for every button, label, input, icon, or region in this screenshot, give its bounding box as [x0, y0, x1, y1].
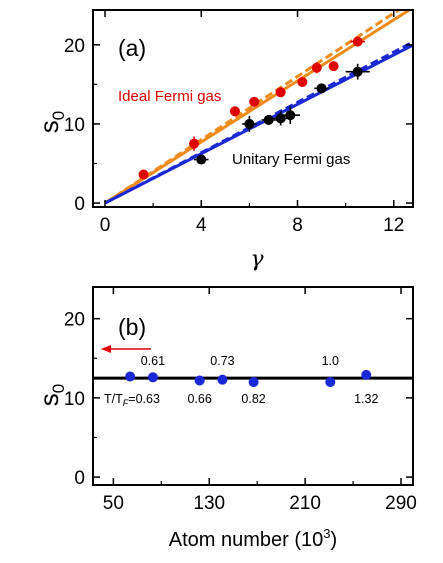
- y-axis-title-main: s: [34, 393, 64, 406]
- x-tick-label: 290: [385, 493, 417, 514]
- y-axis-title: s0: [34, 384, 68, 406]
- data-point: [352, 66, 363, 77]
- data-point: [229, 106, 240, 117]
- y-tick-label: 20: [64, 310, 85, 331]
- fit-line-1: [104, 10, 402, 205]
- x-axis-title: Atom number (103): [169, 526, 337, 551]
- data-point: [352, 36, 363, 47]
- x-tick-label: 50: [103, 493, 124, 514]
- temperature-label-prefixed: T/TF=0.63: [104, 392, 160, 408]
- y-axis-title: s0: [34, 111, 68, 133]
- data-point: [263, 114, 274, 125]
- data-point: [189, 138, 200, 149]
- x-tick-label: 8: [292, 215, 303, 236]
- temperature-label: 0.73: [210, 354, 234, 368]
- data-point: [297, 76, 308, 87]
- y-axis-title-sub: 0: [49, 111, 68, 120]
- data-point: [138, 169, 149, 180]
- data-point: [194, 375, 205, 386]
- data-point: [125, 371, 136, 382]
- series-atom-number: [125, 369, 372, 388]
- temperature-prefix-eq: =: [128, 392, 135, 406]
- temperature-label: 0.66: [187, 392, 211, 406]
- data-point: [285, 110, 296, 121]
- panel-label: (a): [118, 35, 146, 61]
- plot-frame: [92, 9, 414, 208]
- x-axis-title-end: ): [331, 529, 338, 551]
- data-point: [244, 118, 255, 129]
- plot-frame: [92, 286, 414, 486]
- x-tick-label: 4: [196, 215, 207, 236]
- y-tick-label: 10: [64, 115, 85, 136]
- data-point: [325, 377, 336, 388]
- x-tick-label: 12: [383, 215, 404, 236]
- y-axis-title-sub: 0: [49, 384, 68, 393]
- data-point: [248, 377, 259, 388]
- arrow-left-icon: [101, 345, 151, 353]
- temperature-label: 0.61: [141, 354, 165, 368]
- y-tick-label: 0: [74, 194, 85, 215]
- temperature-prefix: T/T: [104, 392, 123, 406]
- arrow-head: [101, 345, 111, 353]
- annotation-unitary: Unitary Fermi gas: [232, 151, 350, 168]
- y-tick-label: 10: [64, 389, 85, 410]
- x-tick-label: 130: [193, 493, 225, 514]
- annotation-ideal: Ideal Fermi gas: [118, 88, 221, 105]
- x-axis-title-main: Atom number (10: [169, 529, 324, 551]
- x-tick-label: 210: [289, 493, 321, 514]
- data-point: [316, 83, 327, 94]
- data-point: [328, 61, 339, 72]
- data-point: [311, 62, 322, 73]
- data-point: [196, 154, 207, 165]
- temperature-label: 1.0: [322, 354, 339, 368]
- temperature-value: 0.63: [136, 392, 160, 406]
- temperature-prefix-sub: F: [123, 398, 129, 408]
- x-tick-label: 0: [100, 215, 111, 236]
- series-unitary: [194, 63, 370, 165]
- data-point: [147, 372, 158, 383]
- x-axis-title: γ: [250, 247, 264, 272]
- y-tick-label: 0: [74, 468, 85, 489]
- x-axis-title-sup: 3: [323, 526, 330, 541]
- data-point: [217, 374, 228, 385]
- data-point: [361, 369, 372, 380]
- y-axis-title-main: s: [34, 120, 64, 133]
- data-point: [275, 87, 286, 98]
- y-tick-label: 20: [64, 36, 85, 57]
- data-point: [249, 96, 260, 107]
- temperature-label: 0.82: [241, 392, 265, 406]
- panel-label: (b): [118, 314, 146, 340]
- temperature-label: 1.32: [354, 392, 378, 406]
- series-ideal: [138, 36, 365, 180]
